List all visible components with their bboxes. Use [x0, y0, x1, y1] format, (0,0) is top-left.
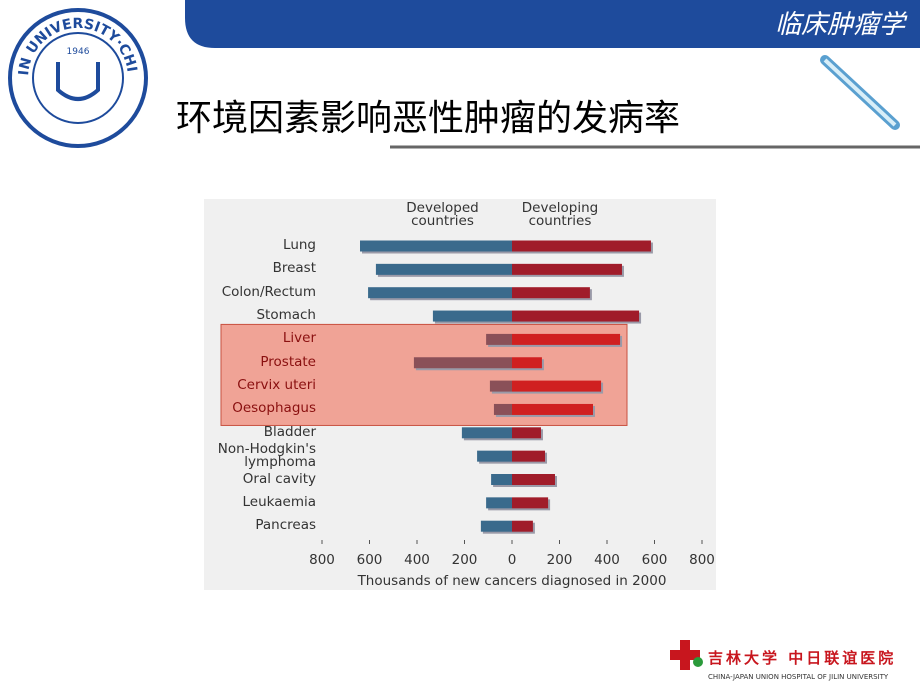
x-tick-label: 400 [404, 552, 430, 568]
x-tick-label: 400 [594, 552, 620, 568]
category-label: Oral cavity [242, 470, 316, 487]
x-tick-label: 600 [357, 552, 383, 568]
category-label: Prostate [260, 353, 316, 370]
category-label: Lung [283, 237, 316, 253]
footer-cn: 吉林大学 中日联谊医院 [708, 649, 896, 667]
category-label: Stomach [256, 307, 316, 324]
x-tick-label: 600 [642, 552, 668, 568]
bar [512, 497, 549, 509]
logo-ring [8, 8, 148, 148]
bar [360, 240, 512, 252]
footer-en: CHINA-JAPAN UNION HOSPITAL OF JILIN UNIV… [708, 673, 889, 681]
bar [512, 403, 593, 415]
bar [375, 263, 512, 275]
bar [493, 403, 512, 415]
category-label: Pancreas [255, 517, 316, 534]
legend-label: Developed countries [406, 200, 479, 229]
bar [477, 450, 512, 462]
category-label: Liver [282, 330, 316, 347]
bar [480, 520, 512, 532]
category-label: Breast [272, 260, 316, 277]
bar [432, 310, 512, 322]
bar [512, 427, 541, 439]
hospital-dot [693, 657, 703, 667]
bar [512, 287, 590, 299]
bar [413, 357, 512, 369]
chart: 800 600 400 200 0 200 400 600 800 Thousands of ne… [220, 240, 715, 589]
bar [461, 427, 512, 439]
hospital-cross [670, 640, 700, 670]
logo-inner [32, 32, 124, 124]
bar [512, 240, 651, 252]
bar [512, 450, 546, 462]
bar [512, 520, 533, 532]
x-tick-label: 0 [508, 552, 517, 568]
logo-emblem [56, 62, 100, 101]
category-label: Leukaemia [242, 493, 316, 510]
x-tick-label: 200 [452, 552, 478, 568]
slide-title: 环境因素影响恶性肿瘤的发病率 [176, 98, 680, 139]
bar [512, 474, 555, 485]
bar [486, 333, 512, 345]
bar [491, 474, 512, 485]
bar [512, 380, 602, 392]
bar [489, 380, 512, 392]
x-tick-label: 800 [309, 552, 335, 568]
header-text: 临床肿瘤学 [775, 10, 908, 40]
legend-label: Developing countries [521, 200, 599, 229]
bar [512, 357, 542, 369]
category-label: Non-Hodgkin's lymphoma [217, 441, 316, 471]
x-tick-label: 800 [689, 552, 715, 568]
thermometer [820, 55, 900, 130]
category-label: Cervix uteri [237, 377, 316, 394]
category-label: Oesophagus [232, 400, 316, 417]
bar [486, 497, 512, 509]
x-axis-title: Thousands of new cancers diagnosed in 20… [357, 573, 667, 589]
x-tick-label: 200 [547, 552, 573, 568]
bar [368, 287, 512, 299]
category-label: Colon/Rectum [221, 283, 316, 300]
logo-year: 1946 [67, 47, 90, 57]
bar [512, 310, 640, 322]
category-label: Bladder [263, 423, 316, 440]
bar [512, 333, 621, 345]
header-bar [185, 0, 920, 48]
bar [512, 263, 622, 275]
